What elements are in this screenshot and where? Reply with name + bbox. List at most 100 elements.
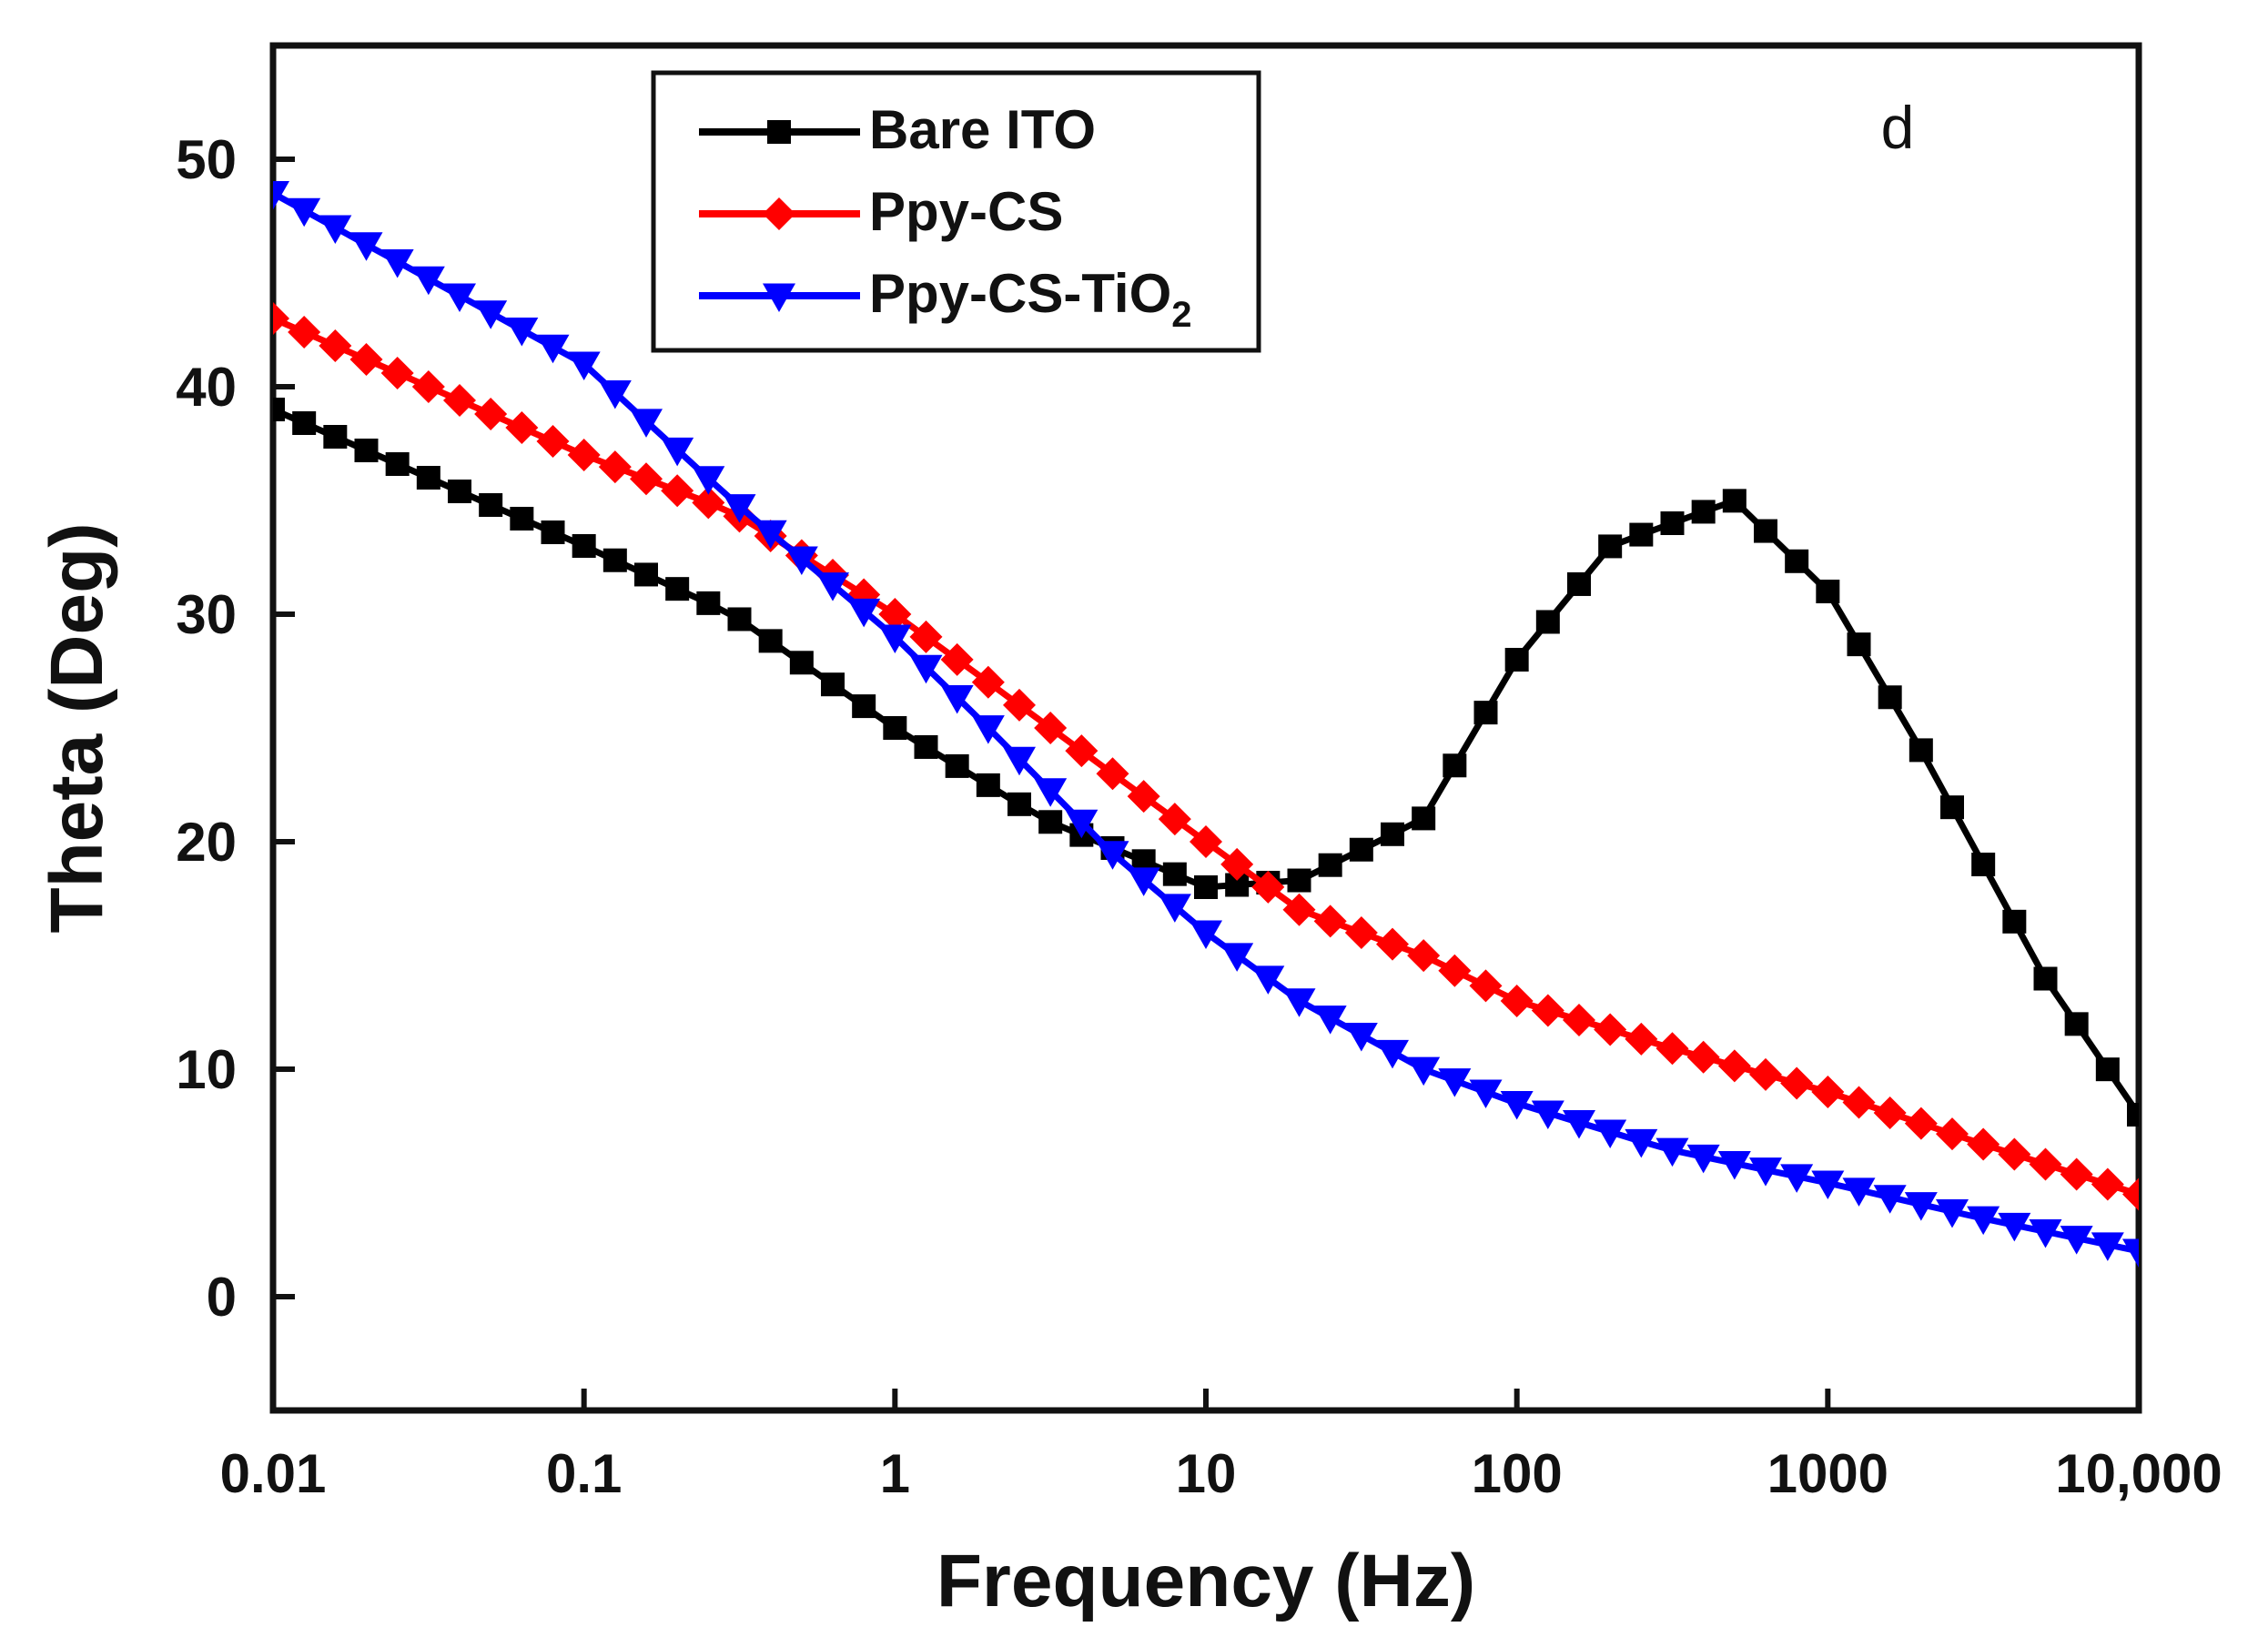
data-point — [940, 642, 974, 676]
data-point — [1531, 1100, 1564, 1129]
data-point — [1629, 522, 1654, 547]
y-tick-label: 0 — [207, 1267, 237, 1328]
data-point — [2122, 1238, 2139, 1268]
data-point — [1003, 688, 1036, 722]
data-point — [1065, 809, 1099, 839]
data-point — [1780, 1066, 1814, 1100]
data-point — [1717, 1049, 1751, 1083]
axis-ticks: 0.01 0.1 1 10 100 1000 10,000 0 10 20 30 40 50 — [176, 129, 2222, 1504]
data-point — [598, 450, 632, 484]
panel-label: d — [1881, 94, 1915, 161]
data-point — [1412, 806, 1436, 831]
data-point — [634, 562, 658, 587]
data-point — [1469, 1079, 1503, 1109]
data-point — [1842, 1177, 1876, 1207]
data-point — [1096, 757, 1129, 791]
data-point — [1038, 810, 1063, 834]
data-point — [878, 624, 912, 653]
data-point — [1344, 1023, 1378, 1052]
data-point — [1754, 519, 1777, 543]
data-point — [1007, 792, 1031, 816]
data-point — [1655, 1137, 1689, 1167]
data-point — [1904, 1192, 1938, 1221]
data-point — [914, 734, 938, 759]
legend-label-bare-ito: Bare ITO — [869, 99, 1096, 160]
legend-label-ppy-cs-tio2: Ppy-CS-TiO2 — [869, 263, 1192, 335]
data-point — [1936, 1117, 1969, 1151]
data-point — [2064, 1012, 2089, 1036]
data-point — [1967, 1206, 2000, 1236]
data-point — [1287, 868, 1311, 893]
x-tick-label: 100 — [1472, 1443, 1563, 1504]
data-point — [758, 629, 783, 653]
data-point — [2091, 1167, 2124, 1201]
data-point — [909, 654, 943, 684]
data-point — [288, 316, 321, 349]
data-point — [1127, 867, 1160, 896]
data-point — [692, 486, 725, 520]
data-point — [1940, 795, 1964, 820]
data-point — [1625, 1128, 1658, 1158]
data-point — [2091, 1232, 2124, 1261]
data-point — [630, 409, 663, 438]
data-point — [1998, 1137, 2031, 1171]
data-point — [1127, 780, 1160, 813]
data-point — [1251, 965, 1285, 995]
x-tick-label: 0.1 — [546, 1443, 622, 1504]
data-point — [385, 452, 410, 476]
data-point — [354, 439, 379, 462]
data-point — [474, 398, 508, 430]
data-point — [1220, 847, 1254, 881]
data-point — [1691, 500, 1716, 524]
y-tick-label: 40 — [176, 357, 237, 418]
data-point — [448, 480, 471, 503]
data-point — [971, 715, 1005, 744]
data-point — [1096, 841, 1129, 870]
data-point — [536, 425, 570, 458]
data-point — [1344, 916, 1378, 949]
data-point — [976, 773, 1000, 797]
data-point — [1531, 994, 1564, 1027]
data-point — [2033, 966, 2058, 991]
data-point — [878, 598, 912, 631]
data-point — [1407, 1056, 1441, 1086]
data-series — [273, 181, 2139, 1268]
data-point — [2060, 1157, 2093, 1191]
y-axis-title: Theta (Deg) — [35, 523, 118, 934]
data-point — [598, 379, 632, 409]
data-point — [1313, 904, 1347, 938]
data-point — [661, 474, 694, 508]
data-point — [1500, 1091, 1534, 1120]
data-point — [630, 462, 663, 496]
data-point — [1686, 1144, 1720, 1174]
data-point — [1469, 969, 1503, 1003]
data-point — [1780, 1164, 1814, 1193]
data-point — [411, 370, 445, 403]
x-axis-title: Frequency (Hz) — [937, 1540, 1475, 1622]
y-tick-label: 10 — [176, 1039, 237, 1100]
data-point — [1811, 1076, 1845, 1108]
data-point — [443, 283, 476, 312]
data-point — [602, 548, 627, 572]
series-line — [273, 406, 2139, 1117]
data-point — [292, 411, 317, 435]
data-point — [1594, 1013, 1627, 1046]
data-point — [696, 591, 721, 615]
data-point — [1686, 1040, 1720, 1074]
data-point — [1251, 870, 1285, 904]
data-point — [1811, 1170, 1845, 1199]
data-point — [479, 493, 503, 517]
data-point — [323, 425, 348, 449]
data-point — [2095, 1057, 2120, 1082]
data-point — [1194, 875, 1218, 899]
data-point — [536, 334, 570, 364]
series-2 — [273, 181, 2139, 1268]
data-point — [1594, 1119, 1627, 1148]
data-point — [1500, 985, 1534, 1017]
data-point — [1567, 571, 1591, 596]
legend-marker — [767, 120, 791, 144]
data-point — [416, 466, 440, 490]
x-tick-label: 0.01 — [220, 1443, 327, 1504]
data-point — [1438, 1068, 1472, 1097]
